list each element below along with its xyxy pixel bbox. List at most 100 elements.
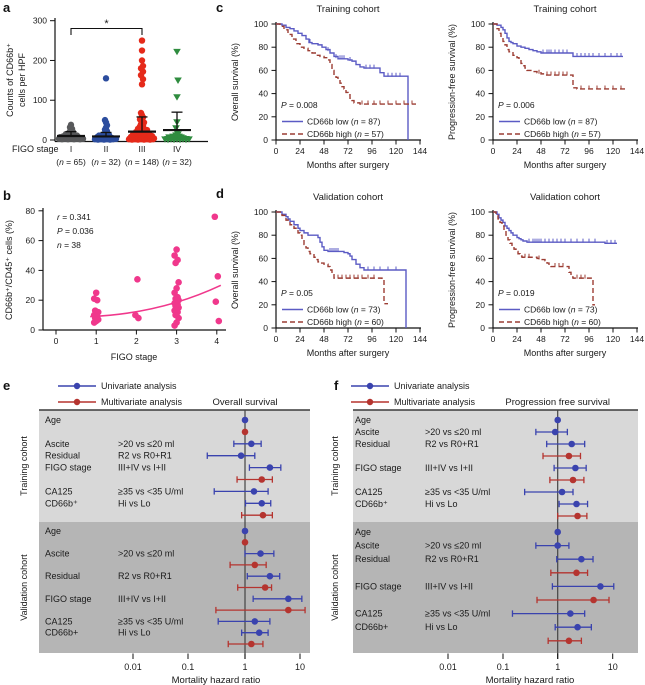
x-tick-label: II	[104, 144, 109, 154]
data-point	[102, 75, 110, 82]
data-point	[134, 276, 141, 283]
hr-point	[574, 512, 581, 520]
hr-point	[573, 500, 580, 508]
x-tick-label: 72	[560, 146, 570, 156]
x-tick-label: 0	[491, 334, 496, 344]
comparison-label: ≥35 vs <35 U/ml	[118, 486, 183, 496]
x-tick-label: 120	[389, 334, 403, 344]
stat-text: P = 0.036	[57, 226, 94, 236]
variable-label: CA125	[355, 609, 383, 619]
group-I	[55, 121, 87, 143]
km-plot: Training cohort 0 24 48 72 96 120 144 0 20 40 60 80 1…	[230, 4, 427, 170]
hr-point	[574, 623, 581, 631]
hr-point	[258, 500, 266, 507]
x-tick-label: 120	[606, 146, 620, 156]
km-plot: Training cohort 0 24 48 72 96 120 144 0 20 40 60 80 1…	[447, 4, 644, 170]
hr-point	[241, 539, 249, 546]
variable-label: Ascite	[355, 427, 380, 437]
variable-label: Residual	[355, 554, 390, 564]
hr-point	[285, 595, 292, 603]
x-axis-title: Months after surgery	[524, 160, 607, 170]
legend-label: Univariate analysis	[101, 381, 177, 391]
y-tick-label: 60	[259, 253, 269, 263]
y-tick-label: 0	[263, 323, 268, 333]
y-tick-label: 60	[26, 236, 36, 246]
group-n-label: (n = 148)	[125, 157, 159, 167]
x-tick-label: 0.1	[182, 662, 195, 672]
variable-label: CD66b⁺	[355, 499, 388, 509]
hr-point	[261, 584, 269, 591]
data-point	[138, 47, 146, 54]
y-axis-title: Counts of CD66b⁺	[5, 43, 15, 117]
hr-point	[241, 416, 249, 424]
comparison-label: >20 vs ≤20 ml	[425, 541, 481, 551]
survival-curve	[276, 23, 409, 140]
x-tick-label: 1	[94, 336, 99, 346]
hr-point	[285, 606, 292, 614]
variable-label: Age	[45, 526, 61, 536]
hr-point	[551, 428, 559, 436]
comparison-label: Hi vs Lo	[118, 498, 151, 508]
hr-point	[568, 440, 576, 448]
x-tick-label: 96	[584, 334, 594, 344]
forest-plot: Univariate analysis Multivariate analysis…	[330, 381, 638, 685]
chart-title: Progression free survival	[505, 397, 610, 408]
km-plot: Validation cohort 0 24 48 72 96 120 144 0 20 40 60 8…	[230, 192, 427, 358]
hr-point	[266, 572, 274, 580]
x-tick-label: 24	[512, 334, 522, 344]
variable-label: Ascite	[45, 439, 70, 449]
x-tick-label: 96	[367, 146, 377, 156]
hr-point	[554, 528, 561, 536]
variable-label: FIGO stage	[355, 581, 402, 591]
x-tick-label: 10	[608, 662, 618, 672]
x-tick-label: 0.1	[497, 662, 510, 672]
x-tick-label: 0	[54, 336, 59, 346]
hr-point	[554, 542, 561, 549]
y-tick-label: 80	[26, 206, 36, 216]
comparison-label: III+IV vs I+II	[425, 581, 473, 591]
data-point	[91, 307, 99, 314]
hr-point	[255, 629, 263, 636]
hr-point	[597, 583, 604, 590]
panel-a-chart: 0 100 200 300 Counts of CD66b⁺ cells per HPF I…	[5, 16, 208, 167]
y-tick-label: 0	[30, 325, 35, 335]
y-tick-label: 300	[33, 16, 47, 26]
hr-point	[590, 596, 597, 604]
x-tick-label: 72	[560, 334, 570, 344]
chart-title: Validation cohort	[530, 192, 600, 203]
y-tick-label: 80	[476, 42, 486, 52]
hr-point	[257, 550, 264, 557]
variable-label: Age	[45, 415, 61, 425]
variable-label: FIGO stage	[45, 594, 92, 604]
comparison-label: >20 vs ≤20 ml	[118, 439, 174, 449]
y-tick-label: 0	[480, 323, 485, 333]
x-tick-label: 2	[134, 336, 139, 346]
y-axis-title: CD66b⁺/CD45⁺ cells (%)	[4, 220, 14, 320]
comparison-label: >20 vs ≤20 ml	[118, 549, 174, 559]
x-tick-label: 0.01	[439, 662, 457, 672]
hr-point	[241, 527, 249, 535]
p-value: P = 0.008	[281, 100, 318, 110]
variable-label: Ascite	[355, 541, 380, 551]
y-tick-label: 20	[259, 112, 269, 122]
data-point	[212, 298, 220, 305]
chart-title: Training cohort	[533, 4, 596, 15]
section-background	[353, 410, 638, 522]
chart-title: Validation cohort	[313, 192, 383, 203]
legend-dot	[366, 398, 374, 406]
x-tick-label: 48	[536, 334, 546, 344]
x-axis-title: Months after surgery	[307, 348, 390, 358]
legend-dot	[73, 382, 81, 390]
survival-curve	[276, 211, 407, 328]
legend-label: Multivariate analysis	[394, 397, 476, 407]
section-background	[353, 522, 638, 653]
comparison-label: ≥35 vs <35 U/ml	[118, 616, 183, 626]
hr-point	[251, 618, 259, 625]
y-tick-label: 20	[476, 112, 486, 122]
y-axis-title: Progression-free survival (%)	[447, 24, 457, 140]
hr-point	[258, 476, 266, 483]
x-tick-label: 24	[512, 146, 522, 156]
x-tick-label: 1	[555, 662, 560, 672]
y-tick-label: 0	[480, 135, 485, 145]
